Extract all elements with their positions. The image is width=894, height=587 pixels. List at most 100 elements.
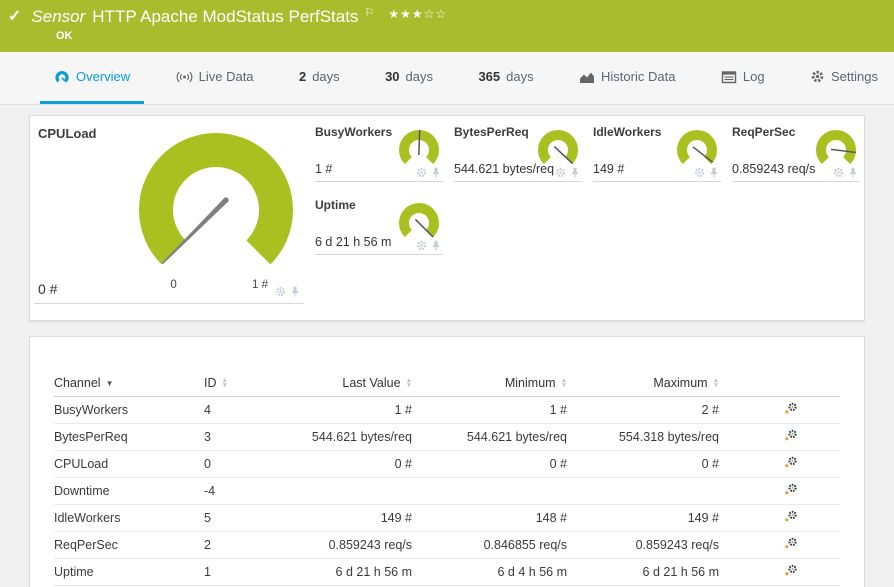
column-label: ID [204, 376, 217, 391]
column-label: Maximum [653, 376, 708, 391]
table-row-busyworkers[interactable]: BusyWorkers 4 1 # 1 # 2 # [54, 396, 840, 424]
pin-icon[interactable] [431, 240, 441, 251]
column-header-actions [719, 371, 840, 397]
cell-maximum: 2 # [567, 396, 719, 424]
channel-settings-icon[interactable] [783, 483, 798, 499]
gauge-title: BusyWorkers [315, 125, 393, 139]
gauge-value: 0.859243 req/s [732, 162, 816, 176]
cell-last-value: 0.859243 req/s [262, 531, 412, 559]
table-row-idleworkers[interactable]: IdleWorkers 5 149 # 148 # 149 # [54, 504, 840, 532]
tab-label: Settings [831, 69, 878, 84]
gauge-title: IdleWorkers [593, 125, 662, 139]
tab-overview[interactable]: Overview [40, 52, 145, 104]
table-row-cpuload[interactable]: CPULoad 0 0 # 0 # 0 # [54, 450, 840, 478]
sort-icon: ▲ ▼ [712, 377, 719, 389]
tab-label: Log [742, 69, 765, 84]
gauge-tile-cpuload[interactable]: CPULoad 0 1 # 0 # [34, 120, 304, 304]
pin-icon[interactable] [848, 167, 858, 178]
gear-icon[interactable] [694, 167, 705, 178]
column-label: Last Value [342, 376, 401, 391]
channels-panel: Channel ▼ ID ▲ ▼ Last Value ▲ ▼ Minimum ▲ ▼ Max… [29, 336, 865, 587]
cell-channel: Uptime [54, 558, 204, 586]
tab-bar: Overview Live Data 2 days 30 days 365 da… [0, 52, 894, 105]
stars-filled: ★★★ [388, 7, 424, 21]
tab-label: Overview [76, 69, 131, 84]
flag-icon[interactable]: ⚐ [364, 6, 375, 19]
cell-channel: IdleWorkers [54, 504, 204, 532]
cell-last-value: 0 # [262, 450, 412, 478]
sensor-title-line: ✓ Sensor HTTP Apache ModStatus PerfStats… [8, 7, 884, 27]
cell-maximum: 149 # [567, 504, 719, 532]
gauge-tile-busyworkers[interactable]: BusyWorkers 1 # [315, 120, 443, 182]
channel-settings-icon[interactable] [783, 429, 798, 445]
cpuload-gauge: 0 1 # [139, 132, 293, 291]
status-ok-check-icon: ✓ [8, 8, 22, 25]
column-header-maximum[interactable]: Maximum ▲ ▼ [567, 371, 719, 397]
gauge-tile-uptime[interactable]: Uptime 6 d 21 h 56 m [315, 193, 443, 255]
table-row-reqpersec[interactable]: ReqPerSec 2 0.859243 req/s 0.846855 req/… [54, 531, 840, 559]
cell-minimum: 544.621 bytes/req [412, 423, 567, 451]
gauge-tile-reqpersec[interactable]: ReqPerSec 0.859243 req/s [732, 120, 860, 182]
sort-icon: ▲ ▼ [405, 377, 412, 389]
column-header-last-value[interactable]: Last Value ▲ ▼ [262, 371, 412, 397]
idleworkers-gauge [677, 130, 717, 165]
column-header-channel[interactable]: Channel ▼ [54, 371, 204, 397]
cell-id: -4 [204, 477, 262, 505]
cell-channel: BusyWorkers [54, 396, 204, 424]
tab-log[interactable]: Log [707, 52, 779, 104]
sort-desc-icon: ▼ [105, 379, 114, 389]
pin-icon[interactable] [290, 286, 300, 297]
chart-icon [580, 72, 595, 83]
pin-icon[interactable] [570, 167, 580, 178]
pin-icon[interactable] [431, 167, 441, 178]
column-header-minimum[interactable]: Minimum ▲ ▼ [412, 371, 567, 397]
cell-maximum: 0.859243 req/s [567, 531, 719, 559]
gear-icon[interactable] [275, 286, 286, 297]
broadcast-icon [176, 71, 193, 82]
channels-table: Channel ▼ ID ▲ ▼ Last Value ▲ ▼ Minimum ▲ ▼ Max… [54, 371, 840, 586]
tab-historic-data[interactable]: Historic Data [565, 52, 689, 104]
small-gauges-grid: BusyWorkers 1 # BytesPerReq [315, 120, 860, 304]
tab-settings[interactable]: Settings [796, 52, 892, 104]
gear-icon[interactable] [416, 240, 427, 251]
gauge-title: CPULoad [38, 126, 97, 141]
cell-maximum: 6 d 21 h 56 m [567, 558, 719, 586]
tab-2-days[interactable]: 2 days [285, 52, 354, 104]
sensor-header: ✓ Sensor HTTP Apache ModStatus PerfStats… [0, 0, 894, 52]
channel-settings-icon[interactable] [783, 456, 798, 472]
gear-icon[interactable] [833, 167, 844, 178]
table-row-bytesperreq[interactable]: BytesPerReq 3 544.621 bytes/req 544.621 … [54, 423, 840, 451]
gauge-needle [161, 197, 229, 265]
channel-settings-icon[interactable] [783, 402, 798, 418]
gauge-tile-bytesperreq[interactable]: BytesPerReq 544.621 bytes/req [454, 120, 582, 182]
channel-settings-icon[interactable] [783, 564, 798, 580]
gear-icon[interactable] [555, 167, 566, 178]
channel-settings-icon[interactable] [783, 537, 798, 553]
tab-365-days[interactable]: 365 days [464, 52, 547, 104]
stars-empty: ☆☆ [423, 7, 448, 21]
gauge-tile-idleworkers[interactable]: IdleWorkers 149 # [593, 120, 721, 182]
gauge-icon [55, 70, 69, 82]
tab-live-data[interactable]: Live Data [162, 52, 268, 104]
column-header-id[interactable]: ID ▲ ▼ [204, 371, 262, 397]
gear-icon [811, 70, 824, 83]
reqpersec-gauge [816, 130, 856, 165]
cell-minimum: 1 # [412, 396, 567, 424]
priority-stars[interactable]: ★★★☆☆ [388, 7, 447, 21]
gauge-needle [692, 146, 714, 163]
status-badge: OK [56, 30, 73, 42]
tab-label: Live Data [198, 69, 254, 84]
tab-label: Historic Data [601, 69, 676, 84]
busyworkers-gauge [399, 129, 439, 165]
table-row-uptime[interactable]: Uptime 1 6 d 21 h 56 m 6 d 4 h 56 m 6 d … [54, 558, 840, 586]
column-label: Minimum [504, 376, 556, 391]
table-row-downtime[interactable]: Downtime -4 [54, 477, 840, 505]
cell-maximum: 0 # [567, 450, 719, 478]
gear-icon[interactable] [416, 167, 427, 178]
gauge-value: 149 # [593, 162, 625, 176]
tab-30-days[interactable]: 30 days [371, 52, 447, 104]
pin-icon[interactable] [709, 167, 719, 178]
channel-settings-icon[interactable] [783, 510, 798, 526]
cell-last-value: 544.621 bytes/req [262, 423, 412, 451]
gauge-scale-min: 0 [170, 279, 176, 291]
